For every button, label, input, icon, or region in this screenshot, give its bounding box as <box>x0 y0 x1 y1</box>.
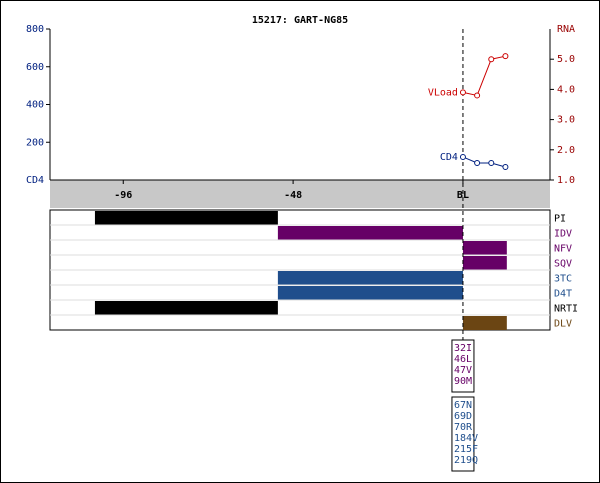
series-point <box>488 160 495 167</box>
chart-title: 15217: GART-NG85 <box>252 15 348 26</box>
y-tick-label: 400 <box>26 100 44 111</box>
treatment-label: NRTI <box>554 304 578 315</box>
mutation-label: 69D <box>454 411 472 422</box>
treatment-bar <box>94 211 278 225</box>
mutation-box <box>451 396 475 472</box>
treatment-bar <box>94 301 278 315</box>
series-point <box>502 163 509 170</box>
treatment-bar <box>277 286 463 300</box>
treatment-label: PI <box>554 214 566 225</box>
y2-tick-label: 4.0 <box>557 84 575 95</box>
mutation-label: 47V <box>454 365 472 376</box>
series-line <box>462 55 506 97</box>
mutation-box <box>451 339 475 393</box>
series-point <box>502 53 509 60</box>
y2-axis-label: RNA <box>557 24 575 35</box>
treatment-bar <box>462 241 507 255</box>
mutation-label: 32I <box>454 343 472 354</box>
y2-tick-label: 2.0 <box>557 145 575 156</box>
y2-tick-label: 5.0 <box>557 54 575 65</box>
y2-tick-label: 1.0 <box>557 175 575 186</box>
y2-tick-label: 3.0 <box>557 115 575 126</box>
treatment-label: D4T <box>554 289 572 300</box>
series-point <box>474 92 481 99</box>
y-tick-label: 200 <box>26 137 44 148</box>
mutation-label: 219Q <box>454 455 478 466</box>
treatment-bar <box>462 256 507 270</box>
mutation-label: 90M <box>454 376 472 387</box>
x-tick-label: -96 <box>114 190 132 201</box>
series-line <box>462 156 506 168</box>
mutation-label: 70R <box>454 422 473 433</box>
mutation-label: 46L <box>454 354 472 365</box>
mutation-label: 184V <box>454 433 478 444</box>
series-point <box>459 89 466 96</box>
mutation-label: 67N <box>454 400 472 411</box>
x-tick-label: -48 <box>284 190 302 201</box>
treatment-bar <box>462 316 507 330</box>
treatment-bar <box>277 271 463 285</box>
mutation-label: 215F <box>454 444 478 455</box>
treatment-label: NFV <box>554 244 572 255</box>
treatment-label: IDV <box>554 229 572 240</box>
series-point <box>488 56 495 63</box>
series-label: VLoad <box>428 87 458 98</box>
treatment-label: SQV <box>554 259 572 270</box>
y-tick-label: 600 <box>26 62 44 73</box>
series-label: CD4 <box>440 152 458 163</box>
series-point <box>459 153 466 160</box>
series-point <box>474 160 481 167</box>
treatment-bar <box>277 226 463 240</box>
y-tick-label: 800 <box>26 24 44 35</box>
x-axis-band <box>50 180 550 208</box>
x-tick-label: BL <box>457 190 469 201</box>
treatment-label: DLV <box>554 319 572 330</box>
y-axis-label: CD4 <box>26 175 44 186</box>
treatment-label: 3TC <box>554 274 572 285</box>
